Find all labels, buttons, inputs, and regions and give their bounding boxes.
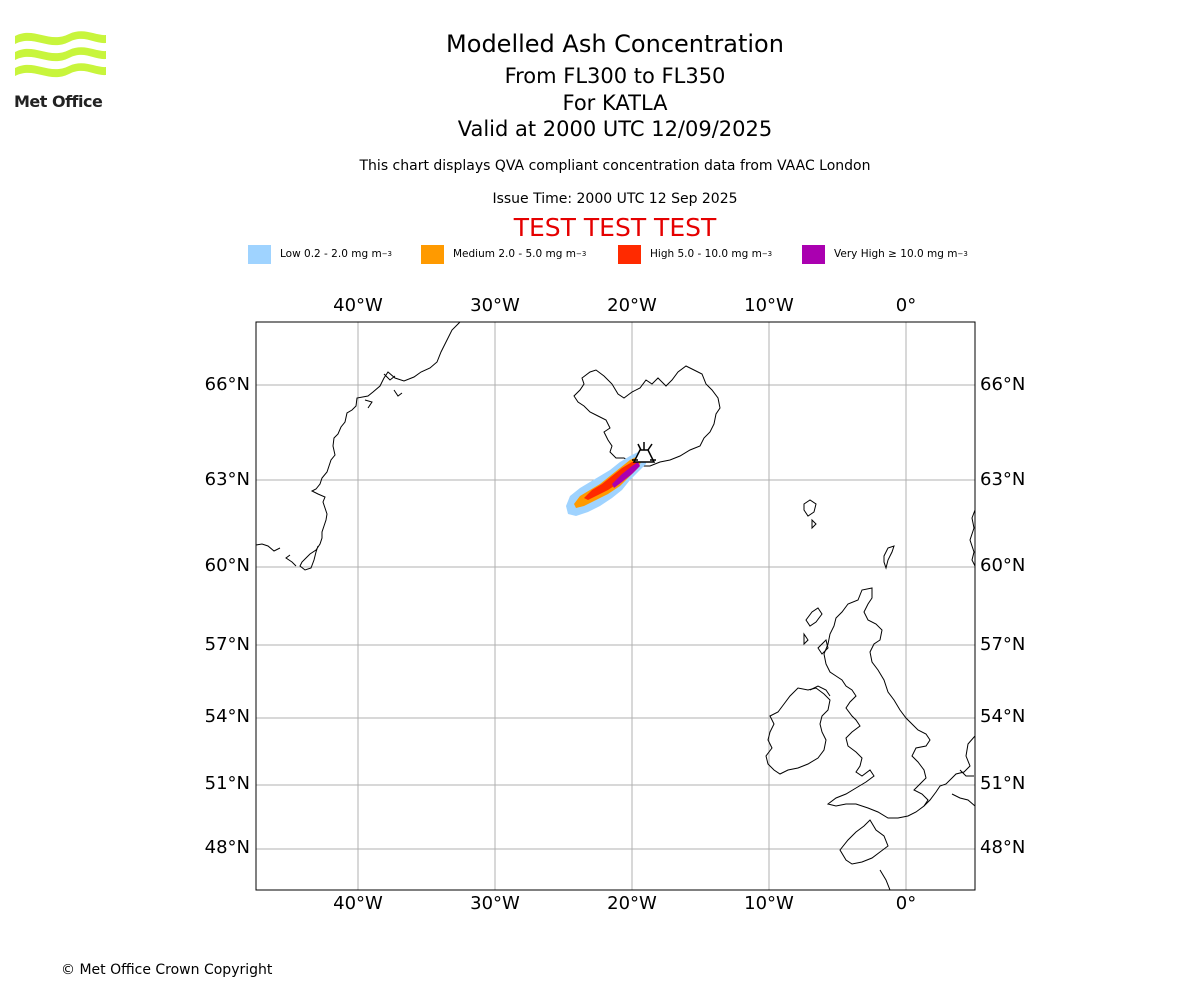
- legend-unit-exp: −3: [575, 250, 587, 258]
- continental-coastline: [839, 509, 975, 890]
- copyright-notice: © Met Office Crown Copyright: [61, 962, 273, 978]
- ash-plume: [566, 452, 646, 516]
- ash-high-region: [584, 460, 638, 500]
- legend-label-low: Low 0.2 - 2.0 mg m: [280, 248, 382, 260]
- lat-label-right-66n: 66°N: [980, 374, 1026, 395]
- legend-item-very-high: Very High ≥ 10.0 mg m −3: [802, 244, 968, 264]
- lat-label-left-51n: 51°N: [204, 773, 250, 794]
- legend-item-medium: Medium 2.0 - 5.0 mg m −3: [421, 244, 586, 264]
- qva-note: This chart displays QVA compliant concen…: [359, 158, 871, 174]
- lat-label-left-48n: 48°N: [204, 837, 250, 858]
- met-office-logo: Met Office: [14, 30, 109, 112]
- map-content: [256, 322, 975, 890]
- legend-unit-exp: −3: [761, 250, 773, 258]
- lon-label-bottom-20w: 20°W: [607, 893, 657, 914]
- legend-label-high: High 5.0 - 10.0 mg m: [650, 248, 762, 260]
- legend-label-medium: Medium 2.0 - 5.0 mg m: [453, 248, 576, 260]
- flight-level-subtitle: From FL300 to FL350: [504, 64, 726, 88]
- ireland-coastline: [765, 687, 831, 775]
- greenland-inlet: [364, 373, 403, 409]
- graticule: [256, 322, 975, 890]
- legend-swatch-low: [248, 244, 271, 264]
- great-britain-coastline: [823, 587, 931, 819]
- legend-label-very-high: Very High ≥ 10.0 mg m: [834, 248, 958, 260]
- valid-time-subtitle: Valid at 2000 UTC 12/09/2025: [457, 117, 773, 141]
- lat-label-right-57n: 57°N: [980, 634, 1026, 655]
- chart-title: Modelled Ash Concentration: [446, 30, 784, 58]
- legend-item-high: High 5.0 - 10.0 mg m −3: [618, 244, 772, 264]
- lat-label-left-57n: 57°N: [204, 634, 250, 655]
- logo-wordmark: Met Office: [14, 92, 103, 111]
- lon-label-top-10w: 10°W: [744, 295, 794, 316]
- lat-label-right-48n: 48°N: [980, 837, 1026, 858]
- map-frame: [255, 321, 976, 891]
- lon-label-top-40w: 40°W: [333, 295, 383, 316]
- test-banner: TEST TEST TEST: [513, 213, 717, 242]
- legend-swatch-medium: [421, 244, 444, 264]
- legend-swatch-high: [618, 244, 641, 264]
- issue-time: Issue Time: 2000 UTC 12 Sep 2025: [492, 191, 738, 207]
- lat-label-right-60n: 60°N: [980, 555, 1026, 576]
- volcano-icon: [632, 442, 656, 463]
- lon-label-bottom-30w: 30°W: [470, 893, 520, 914]
- lon-label-bottom-0: 0°: [895, 893, 917, 914]
- lon-label-top-20w: 20°W: [607, 295, 657, 316]
- lon-label-bottom-10w: 10°W: [744, 893, 794, 914]
- lon-label-top-30w: 30°W: [470, 295, 520, 316]
- lat-label-right-54n: 54°N: [980, 706, 1026, 727]
- legend-swatch-very-high: [802, 244, 825, 264]
- lat-label-right-63n: 63°N: [980, 469, 1026, 490]
- lat-label-left-54n: 54°N: [204, 706, 250, 727]
- hebrides: [803, 607, 829, 655]
- legend-item-low: Low 0.2 - 2.0 mg m −3: [248, 244, 392, 264]
- volcano-subtitle: For KATLA: [562, 91, 668, 115]
- legend-unit-exp: −3: [381, 250, 393, 258]
- lat-label-left-66n: 66°N: [204, 374, 250, 395]
- lon-label-bottom-40w: 40°W: [333, 893, 383, 914]
- lat-label-left-63n: 63°N: [204, 469, 250, 490]
- northern-ireland: [809, 685, 831, 697]
- shetland-islands: [883, 545, 895, 570]
- lon-label-top-0: 0°: [895, 295, 917, 316]
- greenland-coastline: [256, 322, 461, 571]
- faroe-islands: [803, 499, 817, 530]
- met-office-waves-icon: [15, 31, 106, 78]
- lat-label-left-60n: 60°N: [204, 555, 250, 576]
- lat-label-right-51n: 51°N: [980, 773, 1026, 794]
- ash-very-high-region: [612, 462, 640, 488]
- iceland-coastline: [573, 365, 721, 467]
- legend-unit-exp: −3: [957, 250, 968, 258]
